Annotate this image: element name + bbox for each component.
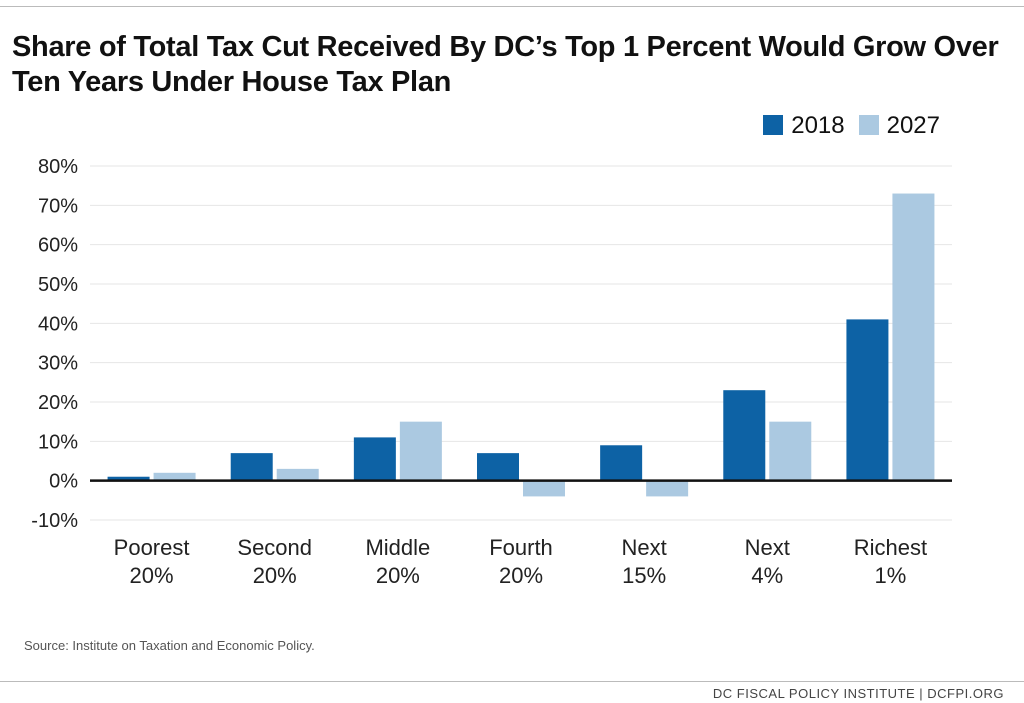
bottom-divider (0, 681, 1024, 682)
bar-2018-6 (846, 319, 889, 481)
y-tick-label: 30% (38, 353, 78, 375)
bar-2027-3 (523, 480, 565, 497)
legend-swatch-2018 (763, 115, 784, 135)
x-tick-label: Next (745, 535, 790, 560)
footer-credit: DC FISCAL POLICY INSTITUTE | DCFPI.ORG (712, 686, 1004, 701)
bar-2027-5 (769, 421, 812, 481)
x-tick-label: 20% (499, 563, 543, 588)
x-tick-label: Middle (365, 535, 430, 560)
bar-2027-4 (646, 480, 689, 497)
bar-2018-1 (230, 453, 273, 481)
x-tick-label: 1% (875, 563, 907, 588)
legend-swatch-2027 (858, 115, 879, 135)
y-tick-label: 50% (38, 274, 78, 296)
x-tick-label: Richest (854, 535, 927, 560)
x-tick-label: Poorest (114, 535, 190, 560)
y-tick-label: 60% (38, 235, 78, 257)
bar-2027-1 (276, 468, 319, 481)
top-divider (0, 6, 1024, 7)
y-tick-label: 70% (38, 195, 78, 217)
x-tick-label: 15% (622, 563, 666, 588)
bar-2027-2 (399, 421, 442, 481)
y-tick-label: 20% (38, 392, 78, 414)
y-tick-label: -10% (31, 510, 78, 532)
y-tick-label: 80% (38, 156, 78, 178)
bar-2027-0 (153, 472, 196, 481)
bar-2018-2 (353, 437, 396, 481)
bar-2018-5 (723, 390, 766, 481)
bar-2027-6 (892, 193, 935, 481)
x-tick-label: Fourth (489, 535, 553, 560)
x-tick-label: 4% (751, 563, 783, 588)
bar-2018-0 (107, 476, 150, 481)
legend-label-2018: 2018 (791, 112, 845, 139)
legend: 2018 2027 (763, 112, 940, 140)
bar-2018-3 (477, 453, 519, 481)
y-tick-label: 40% (38, 313, 78, 335)
y-tick-label: 0% (49, 471, 78, 493)
y-tick-label: 10% (38, 431, 78, 453)
legend-item-2027: 2027 (858, 112, 940, 140)
x-tick-label: Next (622, 535, 667, 560)
x-tick-label: 20% (130, 563, 174, 588)
x-tick-label: 20% (376, 563, 420, 588)
x-tick-label: 20% (253, 563, 297, 588)
source-note: Source: Institute on Taxation and Econom… (24, 638, 315, 653)
chart-title: Share of Total Tax Cut Received By DC’s … (12, 31, 999, 98)
legend-item-2018: 2018 (763, 112, 845, 140)
legend-label-2027: 2027 (886, 112, 940, 139)
x-tick-label: Second (237, 535, 312, 560)
bar-2018-4 (600, 445, 643, 481)
